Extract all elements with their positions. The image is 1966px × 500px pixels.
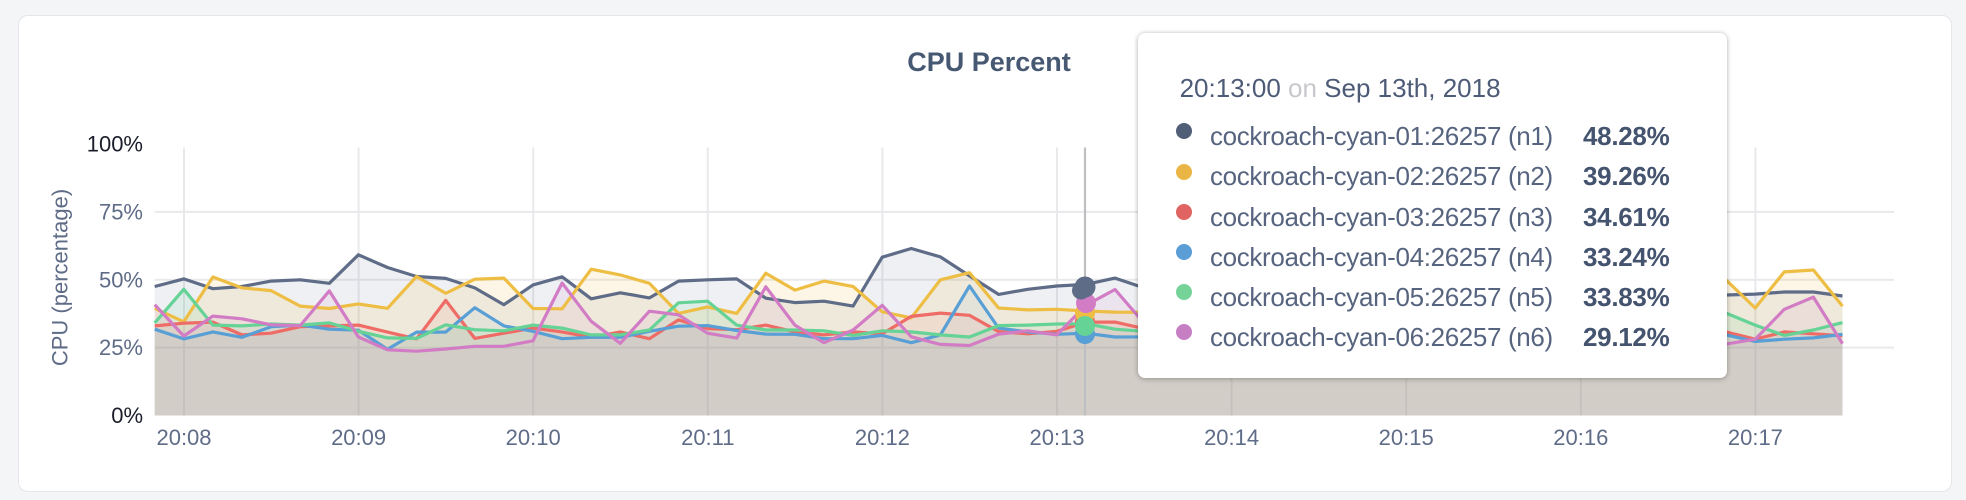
svg-text:CPU (percentage): CPU (percentage) [48, 189, 73, 366]
svg-text:100%: 100% [87, 132, 143, 157]
svg-text:20:11: 20:11 [681, 425, 734, 450]
svg-text:20:10: 20:10 [506, 425, 561, 450]
svg-text:50%: 50% [99, 267, 143, 292]
svg-text:20:15: 20:15 [1379, 425, 1434, 450]
svg-text:20:13: 20:13 [1029, 425, 1084, 450]
svg-text:20:14: 20:14 [1204, 425, 1259, 450]
svg-text:20:08: 20:08 [156, 425, 211, 450]
svg-text:20:12: 20:12 [855, 425, 910, 450]
svg-text:20:17: 20:17 [1728, 425, 1783, 450]
svg-text:20:16: 20:16 [1553, 425, 1608, 450]
svg-text:25%: 25% [99, 335, 143, 360]
svg-text:75%: 75% [99, 199, 143, 224]
svg-text:0%: 0% [111, 403, 143, 428]
svg-text:20:09: 20:09 [331, 425, 386, 450]
